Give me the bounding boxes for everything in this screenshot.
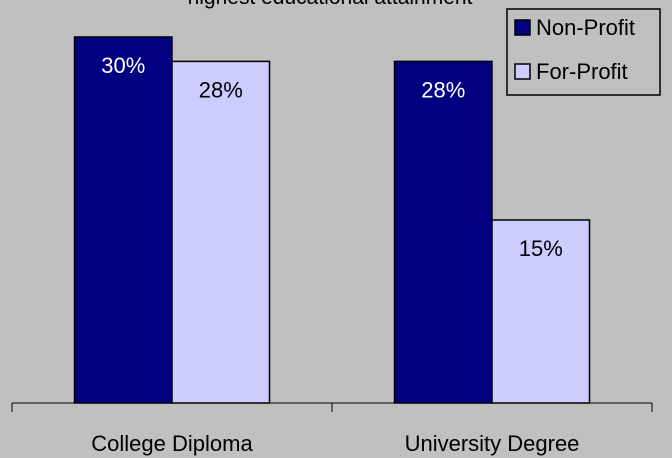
data-label: 28% (199, 77, 243, 102)
legend-box (506, 8, 661, 96)
data-label: 15% (519, 236, 563, 261)
bar (171, 60, 271, 404)
legend-swatch (514, 63, 531, 80)
data-label: 28% (421, 77, 465, 102)
bar (393, 60, 493, 404)
x-tick-label: College Diploma (91, 431, 253, 456)
legend-swatch (514, 19, 531, 36)
chart-title: highest educational attainment (188, 0, 473, 9)
data-label: 30% (101, 53, 145, 78)
bar (491, 219, 591, 404)
bar (73, 36, 173, 404)
x-tick-label: University Degree (405, 431, 580, 456)
legend-label: Non-Profit (536, 15, 635, 40)
legend-label: For-Profit (536, 59, 628, 84)
